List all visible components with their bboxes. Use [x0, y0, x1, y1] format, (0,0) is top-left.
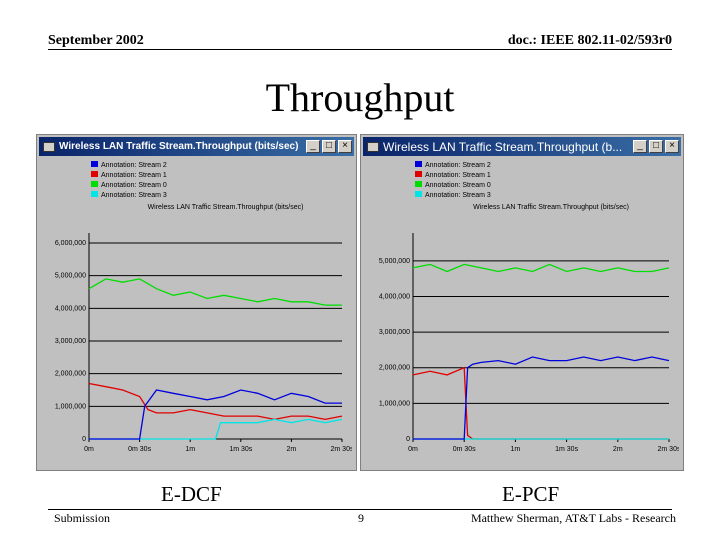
y-tick-label: 6,000,000: [55, 240, 86, 247]
x-tick-label: 0m: [84, 446, 94, 453]
maximize-button[interactable]: □: [322, 140, 336, 153]
y-tick-label: 3,000,000: [379, 329, 410, 336]
legend-swatch: [415, 181, 422, 187]
x-tick-label: 2m 30s: [658, 446, 679, 453]
window-titlebar[interactable]: Wireless LAN Traffic Stream.Throughput (…: [39, 137, 354, 156]
chart-window-edcf[interactable]: Wireless LAN Traffic Stream.Throughput (…: [36, 134, 357, 471]
page-number: 9: [358, 511, 364, 525]
maximize-button[interactable]: □: [649, 140, 663, 153]
x-tick-label: 1m 30s: [229, 446, 252, 453]
series-line-annotation-stream-0: [412, 263, 670, 273]
legend-entry: Annotation: Stream 0: [425, 182, 491, 189]
header-rule: [48, 49, 672, 50]
y-tick-label: 3,000,000: [55, 338, 86, 345]
minimize-button[interactable]: _: [306, 140, 320, 153]
y-tick-label: 1,000,000: [55, 403, 86, 410]
y-tick-label: 0: [82, 436, 86, 443]
chart-title: Wireless LAN Traffic Stream.Throughput (…: [473, 204, 629, 211]
legend-entry: Annotation: Stream 0: [101, 182, 167, 189]
legend-entry: Annotation: Stream 2: [425, 162, 491, 169]
x-tick-label: 0m 30s: [128, 446, 151, 453]
y-tick-label: 4,000,000: [379, 293, 410, 300]
legend-swatch: [415, 191, 422, 197]
close-button[interactable]: ×: [338, 140, 352, 153]
legend-swatch: [91, 161, 98, 167]
app-icon: [43, 141, 55, 152]
legend-entry: Annotation: Stream 3: [101, 192, 167, 199]
x-tick-label: 1m 30s: [555, 446, 578, 453]
legend-swatch: [415, 171, 422, 177]
y-tick-label: 0: [406, 436, 410, 443]
footer-author: Matthew Sherman, AT&T Labs - Research: [470, 511, 676, 525]
plot-area: [413, 233, 669, 439]
window-titlebar[interactable]: Wireless LAN Traffic Stream.Throughput (…: [363, 137, 681, 156]
legend-entry: Annotation: Stream 3: [425, 192, 491, 199]
throughput-chart-epcf: Annotation: Stream 2 Annotation: Stream 1…: [379, 161, 679, 453]
series-line-annotation-stream-2: [413, 356, 670, 440]
header-date: September 2002: [48, 33, 144, 48]
legend-swatch: [91, 171, 98, 177]
caption-edcf: E-DCF: [161, 482, 222, 506]
window-title: Wireless LAN Traffic Stream.Throughput (…: [59, 141, 299, 152]
series-line-annotation-stream-2: [89, 389, 342, 440]
x-tick-label: 0m 30s: [453, 446, 476, 453]
x-tick-label: 0m: [408, 446, 418, 453]
legend-swatch: [415, 161, 422, 167]
x-tick-label: 2m: [287, 446, 297, 453]
series-line-annotation-stream-3: [89, 418, 343, 440]
x-tick-label: 1m: [511, 446, 521, 453]
legend-entry: Annotation: Stream 1: [101, 172, 167, 179]
y-tick-label: 4,000,000: [55, 305, 86, 312]
series-line-annotation-stream-1: [88, 382, 343, 421]
legend-swatch: [91, 181, 98, 187]
chart-title: Wireless LAN Traffic Stream.Throughput (…: [148, 204, 304, 211]
throughput-chart-edcf: Annotation: Stream 2 Annotation: Stream 1…: [55, 161, 352, 453]
caption-epcf: E-PCF: [502, 482, 560, 506]
chart-window-epcf[interactable]: Wireless LAN Traffic Stream.Throughput (…: [360, 134, 684, 471]
app-icon: [367, 141, 379, 152]
minimize-button[interactable]: _: [633, 140, 647, 153]
legend-swatch: [91, 191, 98, 197]
footer-submission: Submission: [54, 511, 111, 525]
close-button[interactable]: ×: [665, 140, 679, 153]
y-tick-label: 5,000,000: [55, 273, 86, 280]
legend-entry: Annotation: Stream 1: [425, 172, 491, 179]
y-tick-label: 1,000,000: [379, 400, 410, 407]
header-doc-id: doc.: IEEE 802.11-02/593r0: [507, 33, 672, 48]
window-title: Wireless LAN Traffic Stream.Throughput (…: [383, 139, 623, 154]
legend-entry: Annotation: Stream 2: [101, 162, 167, 169]
x-tick-label: 2m 30s: [331, 446, 352, 453]
y-tick-label: 5,000,000: [379, 258, 410, 265]
x-tick-label: 2m: [613, 446, 623, 453]
slide-title: Throughput: [265, 75, 455, 120]
series-line-annotation-stream-0: [88, 278, 342, 306]
y-tick-label: 2,000,000: [55, 371, 86, 378]
x-tick-label: 1m: [185, 446, 195, 453]
footer-rule: [48, 509, 672, 510]
plot-area: [89, 233, 342, 439]
y-tick-label: 2,000,000: [379, 365, 410, 372]
